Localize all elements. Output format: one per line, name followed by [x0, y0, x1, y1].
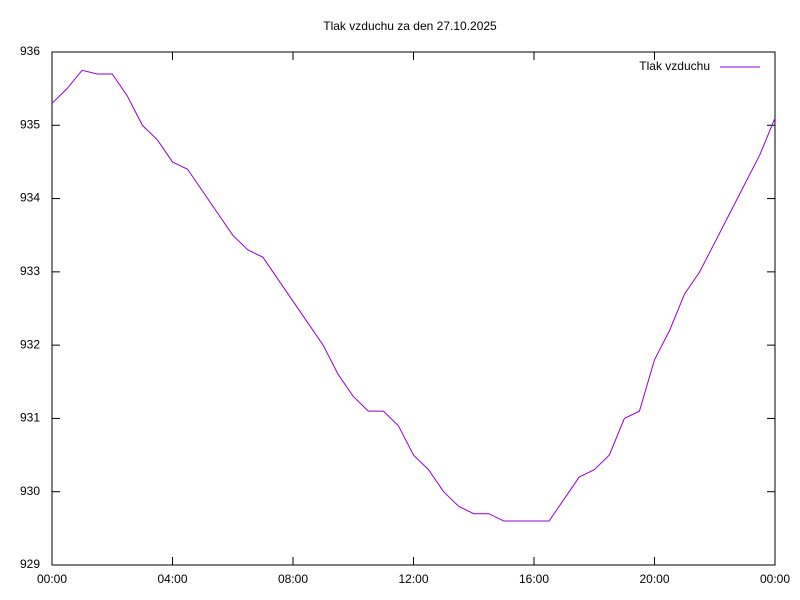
x-tick-label: 08:00 [278, 572, 308, 586]
x-tick-label: 20:00 [639, 572, 669, 586]
data-line [51, 69, 776, 522]
x-tick-label: 00:00 [37, 572, 67, 586]
y-tick-label: 930 [20, 484, 40, 498]
y-tick-label: 931 [20, 411, 40, 425]
chart-title: Tlak vzduchu za den 27.10.2025 [323, 19, 497, 33]
y-tick-label: 935 [20, 117, 40, 131]
x-tick-label: 16:00 [519, 572, 549, 586]
y-tick-label: 936 [20, 44, 40, 58]
plot-border [51, 51, 776, 566]
y-tick-label: 934 [20, 191, 40, 205]
x-tick-label: 12:00 [398, 572, 428, 586]
x-tick-label: 04:00 [157, 572, 187, 586]
y-tick-label: 929 [20, 557, 40, 571]
legend-label: Tlak vzduchu [639, 59, 710, 73]
x-tick-label: 00:00 [760, 572, 790, 586]
y-tick-label: 933 [20, 264, 40, 278]
y-tick-label: 932 [20, 337, 40, 351]
